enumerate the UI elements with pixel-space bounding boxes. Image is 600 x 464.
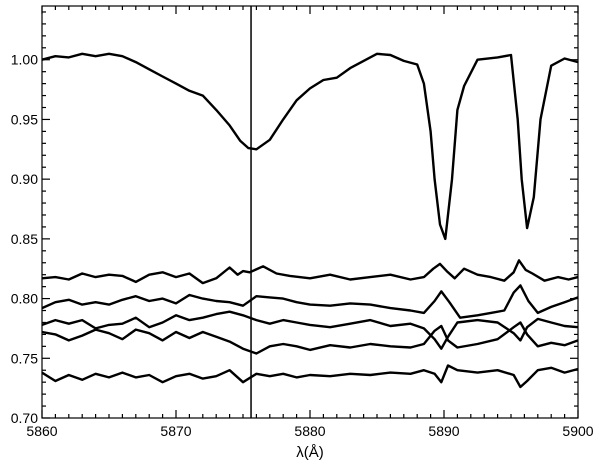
x-tick-label: 5860 [26, 423, 57, 439]
x-axis-title: λ(Å) [296, 444, 324, 461]
y-tick-label: 0.95 [11, 111, 38, 127]
spectrum-series-5 [41, 321, 579, 355]
y-tick-label: 0.80 [11, 291, 38, 307]
y-tick-label: 0.90 [11, 171, 38, 187]
axis-ticks [41, 6, 579, 419]
spectrum-series-2 [41, 259, 579, 285]
x-tick-label: 5890 [428, 423, 459, 439]
spectrum-series-3 [41, 284, 579, 319]
x-tick-label: 5870 [160, 423, 191, 439]
spectrum-series-1 [41, 52, 579, 241]
y-tick-label: 0.70 [11, 410, 38, 426]
spectrum-series-4 [41, 310, 579, 350]
x-tick-label: 5900 [562, 423, 593, 439]
axis-tick-labels: 5860 5870 5880 5890 5900 0.70 0.75 0.80 0.85 0.90… [11, 52, 594, 439]
series-layer [41, 52, 579, 389]
spectrum-series-6 [41, 364, 579, 389]
x-tick-label: 5880 [294, 423, 325, 439]
y-tick-label: 0.75 [11, 350, 38, 366]
plot-frame [41, 5, 579, 419]
y-tick-label: 1.00 [11, 52, 38, 68]
y-tick-label: 0.85 [11, 231, 38, 247]
